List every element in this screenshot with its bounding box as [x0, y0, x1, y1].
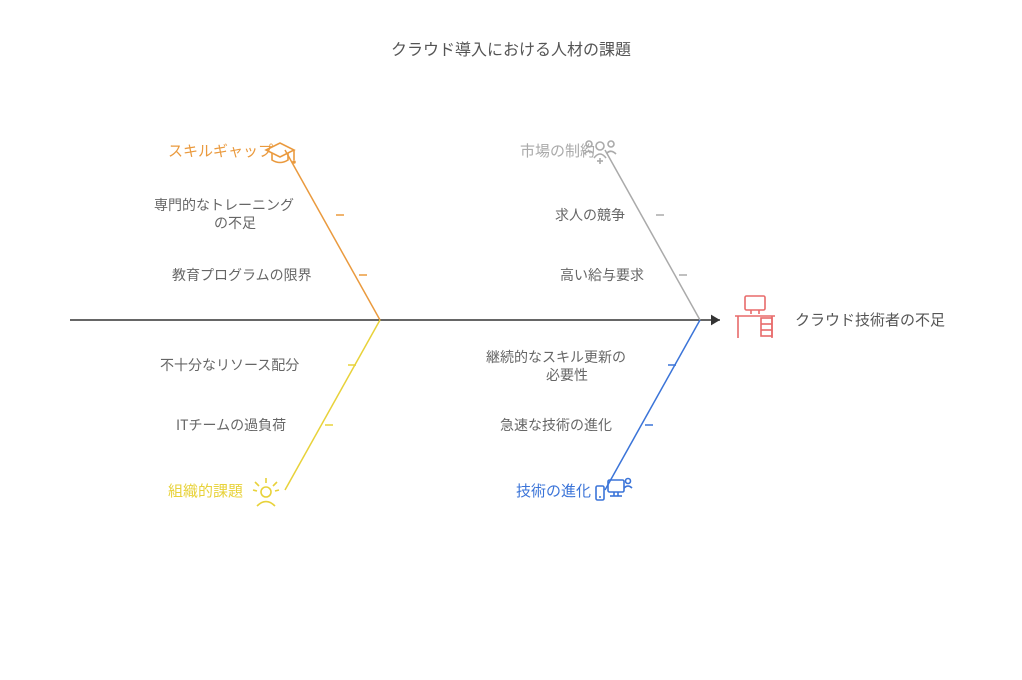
alert-person-icon — [253, 478, 279, 506]
monitor-desk-icon — [735, 296, 775, 338]
diagram-title: クラウド導入における人材の課題 — [391, 36, 631, 60]
cause-label-org-0: 不十分なリソース配分 — [160, 355, 299, 375]
cause-label-org-1: ITチームの過負荷 — [176, 415, 286, 435]
cause-label-tech-0-l2: 必要性 — [546, 365, 588, 385]
cause-label-market-1: 高い給与要求 — [560, 265, 644, 285]
bone-skill-gap — [285, 150, 380, 320]
cause-label-market-0: 求人の競争 — [555, 205, 625, 225]
head-label: クラウド技術者の不足 — [795, 309, 945, 330]
category-label-org: 組織的課題 — [168, 480, 243, 501]
cause-label-tech-1: 急速な技術の進化 — [500, 415, 612, 435]
fishbone-diagram: クラウド導入における人材の課題クラウド技術者の不足 スキルギャップ専門的なトレーニ… — [0, 0, 1022, 680]
bone-market — [605, 150, 700, 320]
cause-label-skill-gap-0-l1: 専門的なトレーニング — [154, 195, 294, 215]
spine-arrowhead — [711, 315, 720, 326]
category-label-tech: 技術の進化 — [516, 480, 591, 501]
cause-label-tech-0-l1: 継続的なスキル更新の — [486, 347, 626, 367]
bone-tech — [605, 320, 700, 490]
category-label-market: 市場の制約 — [520, 140, 595, 161]
cause-label-skill-gap-1: 教育プログラムの限界 — [172, 265, 312, 285]
cause-label-skill-gap-0-l2: の不足 — [214, 213, 256, 233]
bone-org — [285, 320, 380, 490]
devices-icon — [596, 479, 632, 501]
category-label-skill-gap: スキルギャップ — [168, 140, 273, 161]
